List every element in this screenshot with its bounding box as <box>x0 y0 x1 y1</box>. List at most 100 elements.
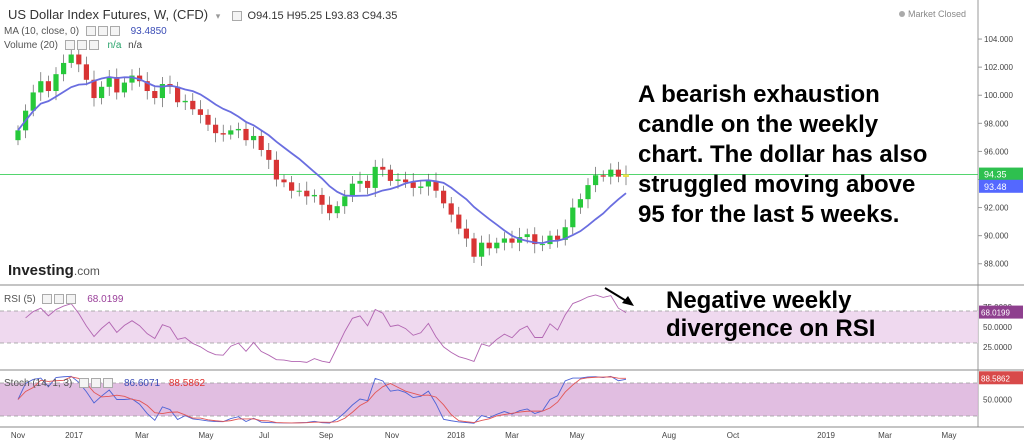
volume-controls[interactable] <box>64 40 101 51</box>
close-icon <box>103 378 114 389</box>
x-tick-label: Mar <box>505 431 519 440</box>
y-tick-label: 88.000 <box>984 260 1009 269</box>
candle-body <box>615 169 621 177</box>
stoch-label: Stoch (14, 1, 3) <box>4 378 73 389</box>
candle <box>349 175 355 202</box>
candle <box>600 170 606 182</box>
stoch-value-tag-box <box>979 371 1023 385</box>
volume-legend: Volume (20) n/a n/a <box>4 40 142 51</box>
logo-suffix: .com <box>73 264 100 278</box>
x-tick-label: May <box>569 431 584 440</box>
candle <box>372 159 378 198</box>
candle-body <box>83 64 89 80</box>
candle-body <box>387 169 393 181</box>
candle-body <box>380 166 386 170</box>
x-tick-label: 2019 <box>817 431 835 440</box>
gear-icon <box>54 294 65 305</box>
candle <box>121 77 127 98</box>
eye-icon <box>42 294 53 305</box>
main-annotation: A bearish exhaustion candle on the weekl… <box>638 80 927 230</box>
candle <box>190 93 196 115</box>
candle-body <box>114 76 120 93</box>
stoch-controls[interactable] <box>79 378 115 389</box>
candle-body <box>121 82 127 93</box>
candle-body <box>486 242 492 249</box>
candle-body <box>433 180 439 191</box>
candle-body <box>273 159 279 180</box>
candle-body <box>152 91 158 99</box>
candle <box>463 219 469 247</box>
candle <box>304 181 310 205</box>
main-annotation-line: A bearish exhaustion <box>638 81 880 108</box>
close-icon <box>88 40 99 51</box>
candle-body <box>547 235 553 245</box>
candle <box>357 171 363 193</box>
candle <box>61 54 67 82</box>
last-price-tag: 94.35 <box>979 167 1023 181</box>
candle <box>99 81 105 105</box>
rsi-controls[interactable] <box>42 294 78 305</box>
candle <box>486 234 492 256</box>
candle-body <box>365 180 371 188</box>
candle-body <box>15 130 21 141</box>
x-tick-label: 2017 <box>65 431 83 440</box>
candle <box>205 109 211 132</box>
gear-icon <box>76 40 87 51</box>
candle <box>53 67 59 101</box>
arrow-icon <box>604 287 629 303</box>
candle <box>327 196 333 221</box>
candle-body <box>342 196 348 207</box>
candle <box>197 100 203 124</box>
candle-body <box>144 81 150 92</box>
y-tick-label: 100.000 <box>984 91 1013 100</box>
stoch-d-value: 88.5862 <box>168 378 206 389</box>
candle-body <box>235 128 241 131</box>
candle-body <box>327 204 333 214</box>
ma-line <box>17 76 627 245</box>
candle <box>615 161 621 183</box>
ma-price-tag: 93.48 <box>979 179 1023 193</box>
candle-body <box>539 244 545 246</box>
candle-body <box>220 133 226 135</box>
arrow-head-icon <box>622 296 634 306</box>
candle <box>91 70 97 107</box>
candle <box>555 229 561 248</box>
candle-body <box>281 179 287 183</box>
rsi-tick-label: 25.0000 <box>983 343 1012 352</box>
candle <box>129 69 135 91</box>
candle-body <box>266 150 272 160</box>
candle <box>562 219 568 246</box>
stoch-band <box>0 383 978 416</box>
candle-body <box>463 228 469 239</box>
stoch-value-tag-text: 88.5862 <box>981 374 1010 383</box>
candle-body <box>509 238 515 243</box>
main-annotation-line: candle on the weekly <box>638 111 879 138</box>
x-tick-label: Nov <box>385 431 399 440</box>
candle <box>228 125 234 140</box>
volume-label: Volume (20) <box>4 40 58 51</box>
rsi-annotation: Negative weekly divergence on RSI <box>666 287 875 343</box>
market-status-text: Market Closed <box>907 9 966 19</box>
stoch-k-line <box>17 375 627 424</box>
ma-controls[interactable] <box>85 26 122 37</box>
ma-price-tag-text: 93.48 <box>984 182 1007 192</box>
x-tick-label: May <box>198 431 213 440</box>
candle <box>68 49 74 68</box>
candle <box>471 232 477 264</box>
y-tick-label: 92.000 <box>984 204 1009 213</box>
candle <box>547 230 553 249</box>
eye-icon <box>85 26 96 37</box>
candle <box>106 69 112 96</box>
stoch-value-tag: 88.5862 <box>979 371 1023 385</box>
candle-body <box>524 234 530 238</box>
title-controls[interactable] <box>231 7 244 22</box>
ma-label: MA (10, close, 0) <box>4 26 80 37</box>
chevron-down-icon[interactable]: ▾ <box>215 11 221 21</box>
x-tick-label: Nov <box>11 431 25 440</box>
rsi-value-tag-text: 68.0199 <box>981 309 1010 318</box>
instrument-title[interactable]: US Dollar Index Futures, W, (CFD) <box>8 7 209 22</box>
stoch-d-line <box>17 376 627 424</box>
candle-body <box>562 227 568 240</box>
rsi-annotation-line: divergence on RSI <box>666 315 876 342</box>
